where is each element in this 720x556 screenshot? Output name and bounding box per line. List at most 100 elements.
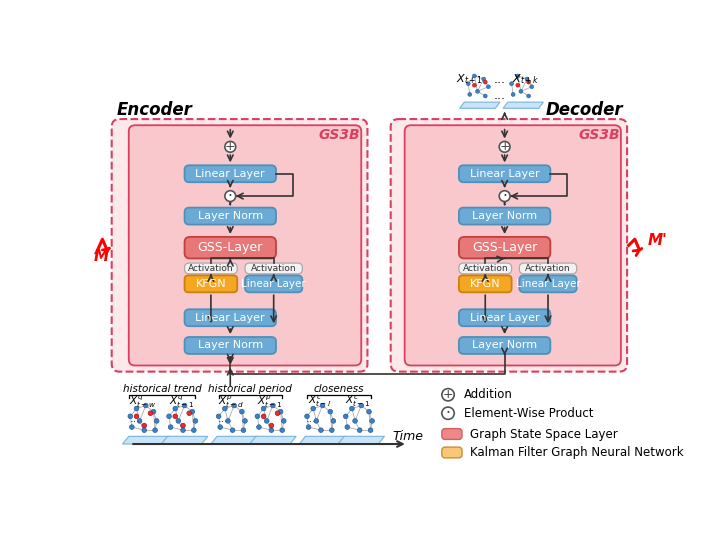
Text: $X^p_{t-1}$: $X^p_{t-1}$ (257, 394, 282, 410)
Text: Layer Norm: Layer Norm (472, 211, 537, 221)
Text: ...: ... (306, 414, 317, 424)
Text: M': M' (647, 233, 667, 248)
FancyBboxPatch shape (184, 309, 276, 326)
Text: $X^c_{t-1}$: $X^c_{t-1}$ (346, 394, 371, 409)
FancyBboxPatch shape (129, 125, 361, 365)
Text: Linear Layer: Linear Layer (195, 169, 265, 178)
Circle shape (167, 414, 171, 419)
Text: Activation: Activation (188, 264, 234, 273)
Text: Activation: Activation (525, 264, 571, 273)
Polygon shape (300, 436, 346, 444)
Circle shape (511, 92, 515, 96)
FancyBboxPatch shape (112, 119, 367, 371)
Text: $X^p_{t-d}$: $X^p_{t-d}$ (218, 394, 244, 410)
Circle shape (176, 419, 181, 423)
FancyBboxPatch shape (459, 207, 550, 225)
Text: ·: · (228, 188, 233, 203)
Text: Activation: Activation (251, 264, 297, 273)
Text: ·: · (502, 188, 507, 203)
Polygon shape (459, 102, 500, 108)
Circle shape (134, 414, 139, 419)
Circle shape (510, 82, 513, 86)
Text: closeness: closeness (313, 384, 364, 394)
Polygon shape (250, 436, 296, 444)
Text: Kalman Filter Graph Neural Network: Kalman Filter Graph Neural Network (469, 446, 683, 459)
Text: ...: ... (130, 414, 140, 424)
Text: ...: ... (493, 90, 505, 102)
Circle shape (269, 428, 274, 433)
Circle shape (128, 414, 132, 419)
FancyBboxPatch shape (459, 165, 550, 182)
Text: Decoder: Decoder (546, 101, 624, 119)
Circle shape (190, 409, 194, 414)
Circle shape (472, 74, 477, 78)
Circle shape (181, 423, 185, 428)
FancyBboxPatch shape (184, 165, 276, 182)
Polygon shape (122, 436, 169, 444)
FancyBboxPatch shape (245, 263, 302, 274)
Circle shape (269, 423, 274, 428)
Circle shape (261, 414, 266, 419)
Polygon shape (211, 436, 258, 444)
Circle shape (311, 406, 315, 411)
Circle shape (331, 419, 336, 423)
Text: historical period: historical period (209, 384, 292, 394)
Circle shape (525, 77, 529, 81)
Text: Layer Norm: Layer Norm (198, 340, 263, 350)
Circle shape (527, 94, 531, 98)
Circle shape (142, 428, 147, 433)
Circle shape (138, 419, 142, 423)
Circle shape (314, 419, 319, 423)
FancyBboxPatch shape (459, 337, 550, 354)
Circle shape (173, 414, 178, 419)
Text: Linear Layer: Linear Layer (516, 279, 580, 289)
Circle shape (230, 428, 235, 433)
Circle shape (134, 406, 139, 411)
Circle shape (182, 403, 187, 408)
Circle shape (181, 428, 185, 433)
Circle shape (328, 409, 333, 414)
Text: +: + (443, 388, 454, 401)
FancyBboxPatch shape (184, 237, 276, 259)
Circle shape (148, 411, 153, 415)
Circle shape (255, 414, 260, 419)
Circle shape (366, 409, 372, 414)
Circle shape (306, 425, 311, 429)
Text: $X^q_{t-w}$: $X^q_{t-w}$ (129, 394, 156, 410)
Text: ·: · (446, 406, 451, 421)
Circle shape (261, 406, 266, 411)
Circle shape (222, 406, 228, 411)
Circle shape (516, 74, 520, 78)
Text: ...: ... (493, 72, 505, 86)
Circle shape (330, 428, 334, 433)
FancyBboxPatch shape (459, 263, 512, 274)
FancyBboxPatch shape (391, 119, 627, 371)
Text: Addition: Addition (464, 388, 513, 401)
FancyBboxPatch shape (184, 337, 276, 354)
Text: Linear Layer: Linear Layer (195, 312, 265, 322)
Circle shape (216, 414, 221, 419)
Text: Activation: Activation (462, 264, 508, 273)
Circle shape (153, 428, 158, 433)
Circle shape (442, 407, 454, 419)
Circle shape (130, 425, 134, 429)
Text: Linear Layer: Linear Layer (241, 279, 306, 289)
Text: ...: ... (218, 414, 229, 424)
Text: $X^q_{t-1}$: $X^q_{t-1}$ (168, 394, 194, 410)
Circle shape (225, 419, 230, 423)
Circle shape (271, 403, 275, 408)
Circle shape (187, 411, 192, 415)
Circle shape (519, 90, 523, 93)
Circle shape (516, 83, 520, 87)
Circle shape (264, 419, 269, 423)
Text: Linear Layer: Linear Layer (470, 169, 539, 178)
Circle shape (476, 90, 480, 93)
Text: +: + (225, 140, 235, 153)
Text: Layer Norm: Layer Norm (198, 211, 263, 221)
Circle shape (243, 419, 248, 423)
Text: Time: Time (392, 430, 423, 443)
Circle shape (467, 82, 470, 86)
FancyBboxPatch shape (459, 275, 512, 292)
Text: $X_{t+k}$: $X_{t+k}$ (512, 72, 539, 86)
Circle shape (527, 80, 531, 84)
